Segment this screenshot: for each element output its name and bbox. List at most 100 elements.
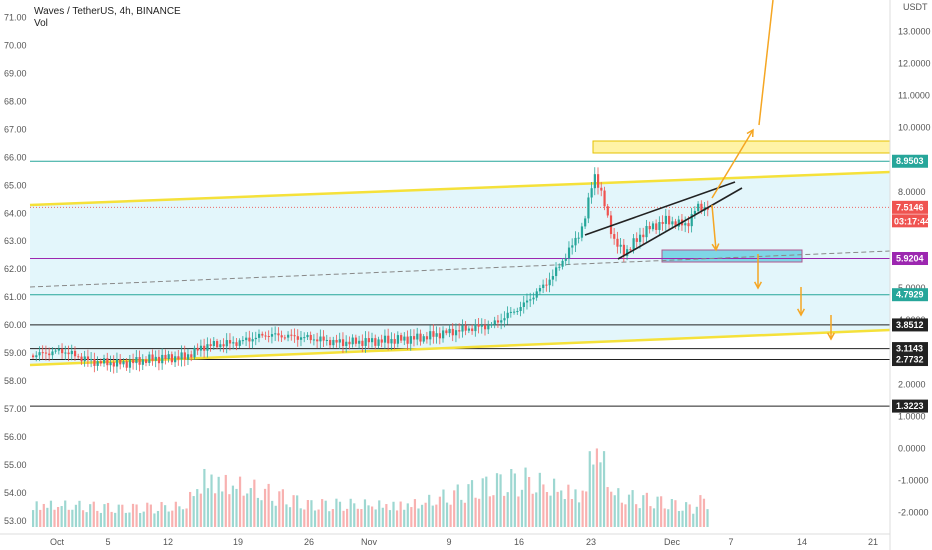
candle-body: [513, 311, 516, 313]
volume-bar: [342, 510, 345, 527]
candle-body: [306, 334, 309, 338]
volume-bar: [620, 502, 623, 527]
volume-bar: [56, 507, 60, 527]
volume-bar: [299, 508, 302, 527]
volume-bar: [142, 511, 145, 527]
candle-body: [51, 351, 54, 356]
candle-body: [135, 357, 138, 364]
candle-body: [241, 340, 245, 342]
candle-body: [571, 245, 574, 248]
volume-bar: [677, 511, 681, 527]
volume-bar: [581, 490, 584, 527]
volume-bar: [442, 489, 445, 527]
volume-bar: [296, 495, 299, 527]
volume-bar: [388, 510, 392, 527]
channel-upper-line: [29, 170, 891, 207]
volume-bar: [463, 502, 466, 527]
candle-body: [535, 291, 538, 298]
volume-bar: [674, 500, 677, 527]
x-axis-tick: 21: [868, 537, 878, 547]
candle-body: [471, 328, 474, 332]
volume-bar: [199, 493, 202, 527]
candle-body: [664, 215, 667, 224]
volume-bar: [485, 476, 488, 527]
candle-body: [73, 350, 77, 357]
level-tag-bg: [892, 154, 928, 168]
candle-body: [403, 336, 406, 341]
candle-body: [674, 221, 677, 227]
volume-bar: [510, 469, 513, 527]
volume-bar: [595, 448, 599, 527]
x-axis-tick: 14: [797, 537, 807, 547]
volume-bar: [560, 490, 563, 527]
drop-arrow-2-head: [753, 281, 763, 290]
volume-bar: [92, 501, 95, 527]
candle-body: [651, 223, 655, 230]
candle-body: [580, 226, 584, 238]
volume-bar: [367, 505, 370, 527]
breakout-arrow-head: [746, 128, 754, 138]
volume-bar: [128, 512, 131, 527]
volume-bar: [53, 509, 56, 527]
candle-body: [332, 339, 335, 346]
channel-fill: [30, 172, 890, 365]
left-axis-tick: 65.00: [4, 180, 27, 190]
volume-bar: [685, 502, 688, 527]
candle-body: [209, 344, 212, 347]
candle-body: [235, 342, 238, 346]
candle-body: [387, 335, 390, 344]
candle-body: [186, 354, 190, 360]
candle-body: [609, 215, 613, 235]
volume-bar: [274, 505, 277, 527]
candle-body: [96, 361, 99, 366]
candle-body: [658, 222, 661, 230]
volume-bar: [481, 478, 484, 527]
volume-bar: [235, 488, 238, 527]
candle-body: [270, 334, 274, 337]
candle-body: [396, 335, 400, 344]
volume-bar: [89, 504, 92, 527]
candle-body: [622, 244, 626, 257]
candle-body: [525, 300, 529, 303]
candle-body: [299, 337, 303, 340]
candle-body: [377, 339, 380, 346]
candle-body: [629, 249, 632, 251]
x-axis-tick: Dec: [664, 537, 681, 547]
volume-bar: [431, 505, 434, 527]
volume-bar: [288, 507, 292, 527]
candle-body: [522, 302, 525, 307]
volume-bar: [374, 509, 377, 527]
level-tag-bg: [892, 252, 928, 266]
volume-bar: [556, 491, 559, 527]
volume-bar: [74, 504, 78, 527]
volume-bar: [32, 510, 35, 527]
drop-arrow-3-head: [796, 308, 806, 317]
level-tag-5: 2.7732: [896, 355, 924, 365]
candle-body: [38, 352, 41, 356]
volume-bar: [292, 495, 295, 527]
candle-body: [177, 356, 180, 360]
volume-label: Vol: [34, 18, 48, 29]
candle-body: [364, 338, 367, 346]
volume-bar: [114, 512, 117, 527]
candle-body: [245, 337, 248, 341]
volume-bar: [524, 467, 527, 527]
candle-body: [587, 197, 590, 219]
candle-body: [432, 331, 435, 337]
volume-bar: [702, 498, 706, 527]
candle-body: [228, 340, 232, 344]
level-tag-bg: [892, 399, 928, 413]
candle-body: [190, 354, 193, 358]
candle-body: [293, 335, 296, 337]
candle-body: [542, 284, 545, 289]
countdown-tag-bg: [892, 214, 928, 228]
right-axis-tick: -1.0000: [898, 476, 929, 486]
volume-bar: [263, 488, 267, 527]
volume-bar: [39, 509, 42, 527]
candle-body: [44, 352, 48, 354]
x-axis-tick: 9: [446, 537, 451, 547]
candle-body: [474, 324, 477, 332]
volume-bar: [645, 492, 648, 527]
volume-bar: [517, 496, 520, 527]
